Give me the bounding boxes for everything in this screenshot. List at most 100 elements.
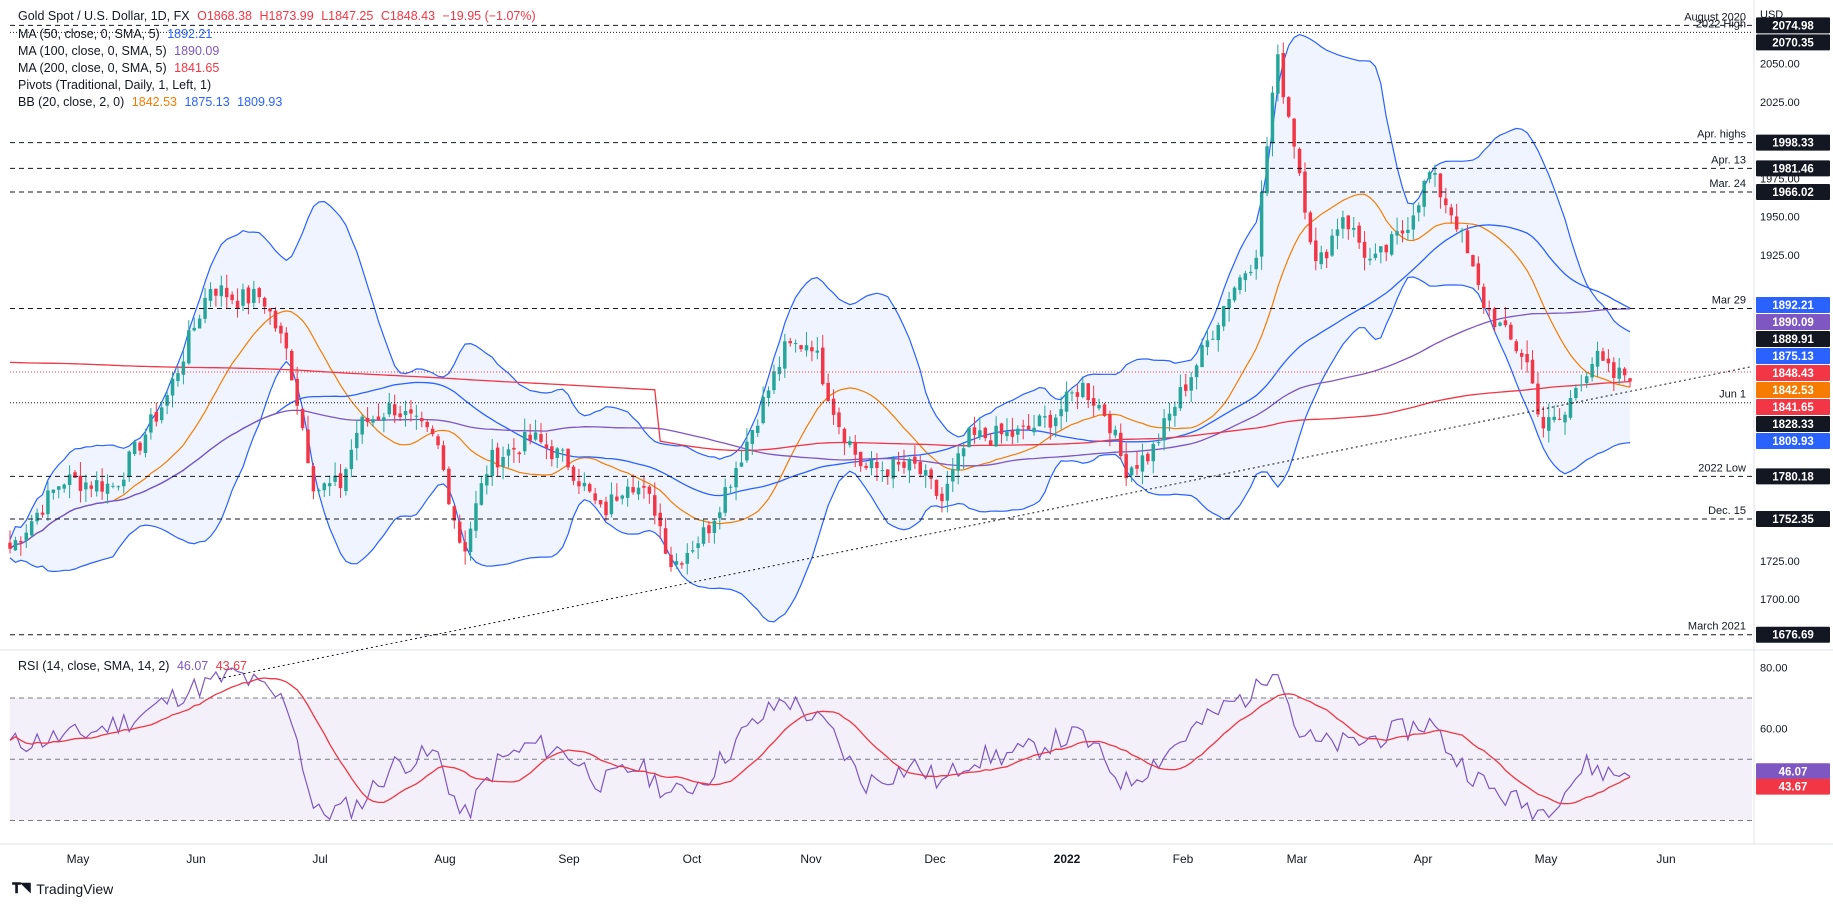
candle-body [387,403,392,415]
tradingview-label: TradingView [36,880,114,897]
candle-body [967,427,971,448]
candle-body [306,429,310,464]
candle-body [972,427,977,435]
candle-body [479,483,484,505]
candle-body [1102,404,1107,416]
candle-body [143,434,148,454]
candle-body [631,487,635,493]
level-annotation: 2022 High [1696,18,1746,30]
candle-body [886,469,890,477]
candle-body [1498,322,1502,326]
candle-body [1200,345,1204,368]
price-label-box [1756,17,1830,34]
price-label-box [1756,296,1830,313]
level-annotation: Mar. 24 [1709,178,1746,190]
candle-body [512,447,516,450]
candle-body [1368,258,1372,261]
candle-body [1216,325,1221,341]
level-annotation: 2022 Low [1698,462,1746,474]
candle-body [1433,173,1437,175]
candle-body [149,414,153,433]
candle-body [793,342,798,345]
candle-body [1563,414,1567,423]
candle-body [848,441,852,445]
candle-body [165,395,169,406]
candle-body [772,371,776,391]
candle-body [1373,253,1378,258]
ma50-label: MA (50, close, 0, SMA, 5) [18,27,160,41]
candle-body [441,445,446,470]
candle-body [1406,229,1410,233]
candle-body [1184,384,1188,391]
candle-body [8,542,12,549]
candle-body [485,474,489,486]
candle-body [880,470,885,472]
candle-body [1568,398,1573,418]
candle-body [663,528,668,554]
candle-body [642,485,646,488]
candle-body [1422,180,1426,207]
candle-body [1043,416,1047,418]
candle-body [783,341,787,369]
candle-body [1249,271,1253,274]
candle-body [571,466,576,481]
candle-body [1384,244,1388,253]
price-label-text: 1780.18 [1772,471,1814,483]
low-value: L1847.25 [321,9,374,23]
candle-body [181,361,186,375]
price-label-box [1756,160,1830,177]
tradingview-logo[interactable]: 𝐓◥ TradingView [12,880,113,897]
indicator-pivots[interactable]: Pivots (Traditional, Daily, 1, Left, 1) [18,77,211,93]
indicator-ma200[interactable]: MA (200, close, 0, SMA, 5) 1841.65 [18,60,219,76]
candle-body [1465,230,1470,254]
price-label-text: 1841.65 [1772,402,1814,414]
ma200-value: 1841.65 [174,61,220,75]
candle-body [625,486,630,498]
price-label-box [1756,34,1830,51]
candle-body [1417,205,1421,213]
indicator-ma50[interactable]: MA (50, close, 0, SMA, 5) 1892.21 [18,26,212,42]
candle-body [1303,171,1307,213]
candle-body [864,465,868,469]
rsi-label-box [1756,778,1830,795]
candle-body [777,366,782,375]
time-tick-label: Jul [312,852,327,866]
candle-body [842,428,847,444]
candle-body [94,480,99,492]
candle-body [430,428,435,435]
price-label-box [1756,381,1830,398]
indicator-bb[interactable]: BB (20, close, 2, 0) 1842.53 1875.13 180… [18,94,282,110]
candle-body [566,448,570,468]
candle-body [1595,350,1600,367]
candle-body [999,423,1004,435]
candle-body [1395,231,1399,236]
price-label-text: 2070.35 [1772,37,1814,49]
candle-body [1016,428,1020,435]
tradingview-icon: 𝐓◥ [12,880,31,896]
candle-body [447,468,451,505]
candle-body [1612,362,1616,378]
candle-body [1438,173,1443,198]
candle-body [766,390,771,398]
price-label-box [1756,510,1830,527]
candle-body [994,425,998,447]
candle-body [1411,215,1416,230]
indicator-ma100[interactable]: MA (100, close, 0, SMA, 5) 1890.09 [18,43,219,59]
level-annotation: March 2021 [1688,621,1746,633]
candle-body [810,347,814,352]
price-label-text: 1848.43 [1772,368,1814,380]
price-label-text: 1998.33 [1772,138,1814,150]
candle-body [961,448,966,457]
indicator-rsi[interactable]: RSI (14, close, SMA, 14, 2) 46.07 43.67 [18,658,247,674]
price-label-text: 1892.21 [1772,300,1814,312]
price-tick-label: 1925.00 [1760,250,1800,262]
pivots-label: Pivots (Traditional, Daily, 1, Left, 1) [18,78,212,92]
candle-body [1519,352,1524,357]
candle-body [105,483,110,494]
candle-body [355,432,359,449]
candle-body [815,350,820,353]
candle-body [728,486,733,488]
candle-body [940,493,944,502]
candle-body [371,419,375,423]
